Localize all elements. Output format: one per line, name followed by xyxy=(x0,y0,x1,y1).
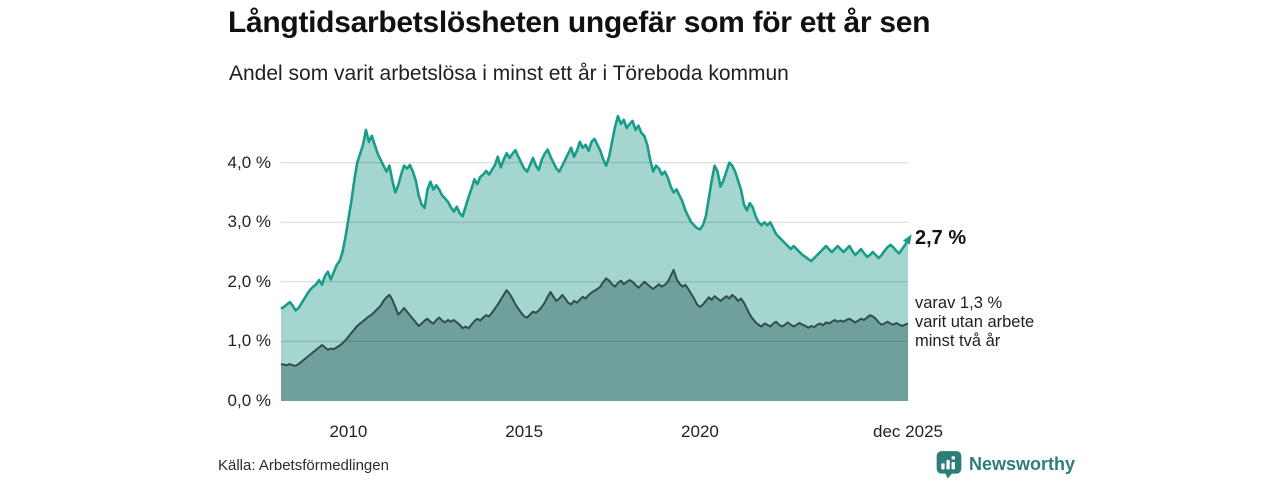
brand-name: Newsworthy xyxy=(969,454,1076,474)
total-line xyxy=(280,114,910,312)
x-tick-label: 2010 xyxy=(329,422,368,441)
y-tick-label: 2,0 % xyxy=(227,271,271,291)
y-tick-label: 3,0 % xyxy=(227,212,271,232)
y-tick-label: 1,0 % xyxy=(227,331,271,351)
annotation-line: varit utan arbete xyxy=(915,313,1035,331)
x-tick-label: 2015 xyxy=(505,422,544,441)
annotation-line: varav 1,3 % xyxy=(915,294,1003,312)
two-year-annotation: varav 1,3 % varit utan arbete minst två … xyxy=(915,294,1034,351)
page-title: Långtidsarbetslösheten ungefär som för e… xyxy=(228,6,931,39)
x-tick-label: 2020 xyxy=(681,422,719,441)
line-end-arrow-icon xyxy=(903,234,912,245)
source-note: Källa: Arbetsförmedlingen xyxy=(218,457,389,474)
two-year-line xyxy=(280,268,909,367)
two-year-area-fill xyxy=(281,269,908,401)
newsworthy-brand: Newsworthy xyxy=(936,450,1075,479)
latest-value-label: 2,7 % xyxy=(915,227,967,249)
y-tick-label: 0,0 % xyxy=(227,391,271,410)
annotation-line: minst två år xyxy=(915,332,1001,350)
y-tick-label: 4,0 % xyxy=(227,152,271,172)
page-subtitle: Andel som varit arbetslösa i minst ett å… xyxy=(229,62,789,85)
x-tick-label: dec 2025 xyxy=(873,422,943,441)
newsworthy-chart-bubble-icon xyxy=(936,451,962,479)
